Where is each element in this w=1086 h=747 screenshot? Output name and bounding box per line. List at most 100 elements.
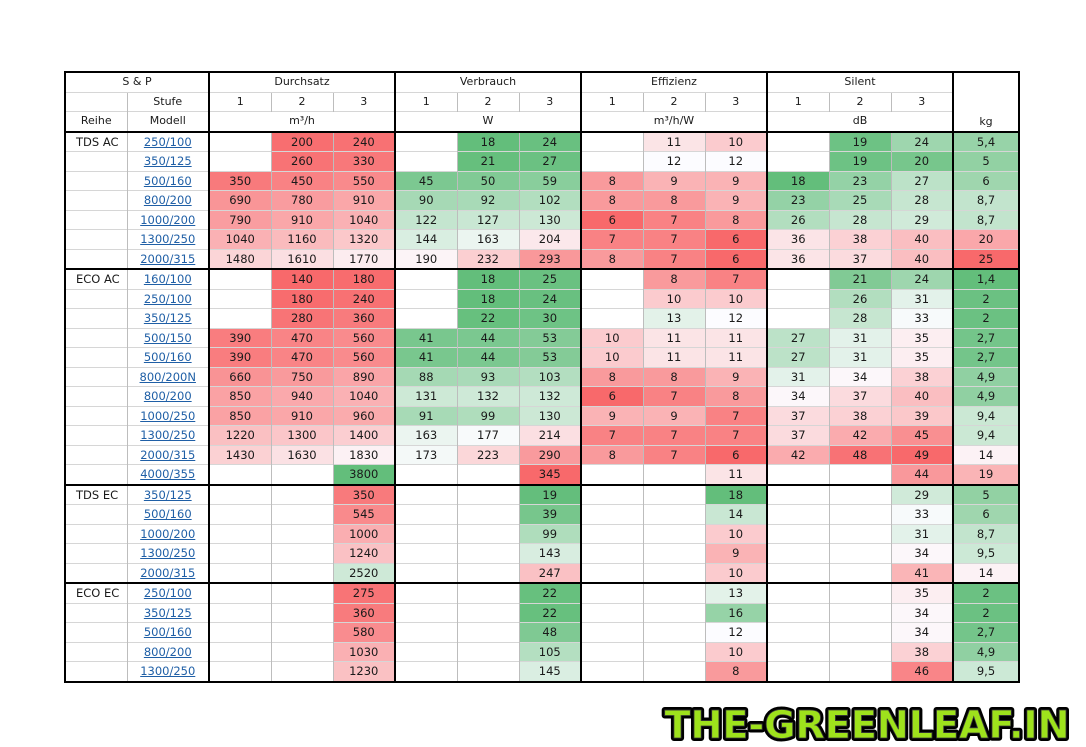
- model-link[interactable]: 350/125: [126, 602, 209, 623]
- model-link[interactable]: 2000/315: [126, 444, 209, 465]
- durchsatz-cell: [270, 523, 333, 544]
- verbrauch-cell: [394, 661, 457, 682]
- kg-cell: 2: [952, 308, 1019, 328]
- model-link[interactable]: 1300/250: [126, 425, 209, 445]
- model-link[interactable]: 160/100: [126, 268, 209, 289]
- verbrauch-cell: 143: [518, 543, 581, 563]
- kg-cell: 1,4: [952, 268, 1019, 289]
- model-link[interactable]: 4000/355: [126, 464, 209, 485]
- model-link[interactable]: 2000/315: [126, 248, 209, 269]
- verbrauch-cell: [456, 582, 519, 603]
- model-link[interactable]: 800/200N: [126, 366, 209, 387]
- effizienz-cell: 11: [704, 347, 767, 367]
- silent-cell: 37: [766, 405, 829, 426]
- silent-cell: 34: [766, 386, 829, 406]
- durchsatz-cell: 1320: [332, 229, 395, 249]
- silent-cell: [828, 562, 891, 583]
- effizienz-cell: [580, 268, 643, 289]
- model-link[interactable]: 350/125: [126, 308, 209, 328]
- verbrauch-cell: [456, 622, 519, 642]
- effizienz-cell: 11: [642, 327, 705, 348]
- site-logo: THE-GREENLEAF.IN THE-GREENLEAF.IN: [662, 703, 1073, 745]
- effizienz-cell: 7: [704, 268, 767, 289]
- durchsatz-cell: [270, 582, 333, 603]
- verbrauch-cell: [394, 641, 457, 662]
- effizienz-cell: 14: [704, 504, 767, 524]
- effizienz-cell: 8: [642, 190, 705, 210]
- kg-cell: 2: [952, 602, 1019, 623]
- model-link[interactable]: 500/160: [126, 170, 209, 191]
- effizienz-cell: [580, 483, 643, 505]
- durchsatz-cell: 1030: [332, 641, 395, 662]
- model-link[interactable]: 800/200: [126, 386, 209, 406]
- effizienz-cell: 7: [642, 386, 705, 406]
- model-link[interactable]: 350/125: [126, 151, 209, 171]
- table-row: 500/150 390 470 560 41 44 53 10 11 11 27 31 35 2,7: [64, 327, 1019, 348]
- verbrauch-cell: 53: [518, 347, 581, 367]
- model-link[interactable]: 500/150: [126, 327, 209, 348]
- silent-cell: [828, 464, 891, 485]
- durchsatz-cell: [208, 504, 271, 524]
- durchsatz-cell: 1040: [332, 209, 395, 230]
- series-cell: [64, 327, 127, 348]
- header-reihe: Reihe: [64, 111, 127, 132]
- model-link[interactable]: 2000/315: [126, 562, 209, 583]
- durchsatz-cell: 960: [332, 405, 395, 426]
- effizienz-cell: 16: [704, 602, 767, 623]
- verbrauch-cell: 127: [456, 209, 519, 230]
- model-link[interactable]: 250/100: [126, 582, 209, 603]
- kg-cell: 2: [952, 288, 1019, 309]
- effizienz-cell: [642, 504, 705, 524]
- kg-cell: 9,4: [952, 405, 1019, 426]
- verbrauch-cell: 90: [394, 190, 457, 210]
- verbrauch-cell: 163: [456, 229, 519, 249]
- durchsatz-cell: [208, 543, 271, 563]
- series-cell: [64, 190, 127, 210]
- series-cell: [64, 405, 127, 426]
- durchsatz-cell: 1480: [208, 248, 271, 269]
- series-cell: [64, 386, 127, 406]
- model-link[interactable]: 1000/200: [126, 209, 209, 230]
- model-link[interactable]: 1000/250: [126, 405, 209, 426]
- model-link[interactable]: 800/200: [126, 190, 209, 210]
- silent-cell: [766, 308, 829, 328]
- verbrauch-cell: [394, 602, 457, 623]
- model-link[interactable]: 250/100: [126, 130, 209, 152]
- silent-cell: [828, 661, 891, 682]
- table-row: 1300/250 1220 1300 1400 163 177 214 7 7 7 37 42 45 9,…: [64, 425, 1019, 445]
- effizienz-cell: 7: [704, 425, 767, 445]
- logo-text: THE-GREENLEAF.IN: [665, 703, 1070, 745]
- series-cell: TDS AC: [64, 130, 127, 152]
- effizienz-cell: 11: [642, 130, 705, 152]
- model-link[interactable]: 800/200: [126, 641, 209, 662]
- effizienz-cell: 10: [580, 347, 643, 367]
- series-cell: [64, 464, 127, 485]
- kg-cell: 4,9: [952, 641, 1019, 662]
- effizienz-cell: 8: [704, 661, 767, 682]
- durchsatz-cell: [208, 288, 271, 309]
- model-link[interactable]: 1300/250: [126, 543, 209, 563]
- model-link[interactable]: 1000/200: [126, 523, 209, 544]
- model-link[interactable]: 350/125: [126, 483, 209, 505]
- table-row: 1000/250 850 910 960 91 99 130 9 9 7 37 38 39 9,4: [64, 405, 1019, 426]
- silent-cell: 21: [828, 268, 891, 289]
- model-link[interactable]: 500/160: [126, 622, 209, 642]
- verbrauch-cell: [394, 504, 457, 524]
- durchsatz-cell: 280: [270, 308, 333, 328]
- model-link[interactable]: 500/160: [126, 347, 209, 367]
- model-link[interactable]: 1300/250: [126, 661, 209, 682]
- series-cell: [64, 562, 127, 583]
- silent-cell: 33: [890, 504, 953, 524]
- silent-cell: 36: [766, 229, 829, 249]
- verbrauch-cell: [394, 288, 457, 309]
- model-link[interactable]: 250/100: [126, 288, 209, 309]
- effizienz-cell: 11: [704, 464, 767, 485]
- verbrauch-cell: [394, 543, 457, 563]
- durchsatz-cell: 850: [208, 386, 271, 406]
- model-link[interactable]: 1300/250: [126, 229, 209, 249]
- effizienz-cell: 8: [704, 386, 767, 406]
- header-verbrauch: Verbrauch: [394, 71, 581, 92]
- durchsatz-cell: [208, 602, 271, 623]
- table-row: 500/160 580 48 12 34 2,7: [64, 622, 1019, 642]
- model-link[interactable]: 500/160: [126, 504, 209, 524]
